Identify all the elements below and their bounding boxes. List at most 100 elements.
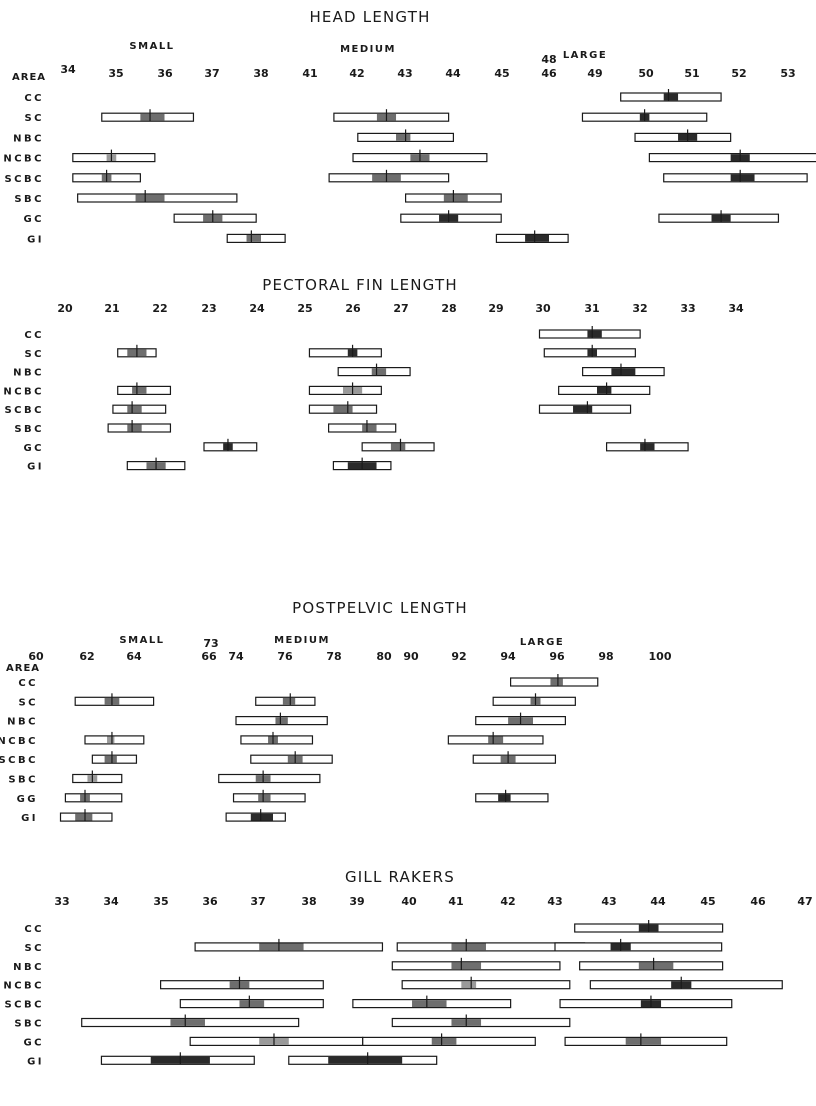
tick-label: 24 (249, 302, 265, 315)
area-label-gg: GG (17, 794, 38, 805)
tick-label: 44 (445, 67, 461, 80)
area-label-nbc: NBC (13, 962, 44, 973)
tick-label: 21 (104, 302, 119, 315)
se-block (443, 194, 468, 202)
area-label-gc: GC (23, 1037, 44, 1048)
tick-label: 78 (326, 650, 341, 663)
se-block (597, 387, 612, 394)
area-label-nbc: NBC (13, 368, 44, 379)
se-block (525, 235, 549, 242)
area-label-gi: GI (21, 813, 38, 824)
tick-label: 27 (393, 302, 408, 315)
area-label-sbc: SBC (14, 1019, 44, 1030)
tick-label: 51 (684, 67, 699, 80)
se-block (333, 405, 353, 413)
area-label-sc: SC (18, 697, 38, 708)
tick-label: 34 (728, 302, 744, 315)
tick-label: 42 (349, 67, 364, 80)
area-label-ncbc: NCBC (3, 154, 44, 165)
area-label-gc: GC (23, 214, 44, 225)
se-block (75, 813, 93, 821)
area-label-gc: GC (23, 443, 44, 454)
tick-label: 43 (547, 895, 562, 908)
tick-label: 30 (535, 302, 551, 315)
area-label-gi: GI (27, 1056, 44, 1067)
se-block (246, 235, 261, 242)
range-bar (64, 793, 123, 803)
se-block (275, 717, 288, 724)
tick-label: 33 (680, 302, 695, 315)
tick-label: 73 (203, 637, 218, 650)
area-label-sbc: SBC (14, 424, 44, 435)
se-block (362, 424, 377, 432)
area-label-cc: CC (24, 330, 44, 341)
tick-label: 38 (253, 67, 268, 80)
tick-label: 39 (349, 895, 364, 908)
range-bar (308, 348, 382, 358)
se-block (431, 1038, 457, 1045)
tick-label: 98 (598, 650, 613, 663)
range-bar (401, 980, 571, 990)
area-label-gi: GI (27, 462, 44, 473)
tick-label: 36 (157, 67, 173, 80)
range-bar (475, 793, 549, 803)
tick-label: 26 (345, 302, 361, 315)
tick-label: 29 (488, 302, 503, 315)
tick-label: 50 (638, 67, 654, 80)
area-label-ncbc: NCBC (3, 386, 44, 397)
group-label-large: LARGE (520, 637, 564, 648)
group-label-small: SMALL (129, 41, 174, 52)
area-label-gi: GI (27, 234, 44, 245)
tick-label: 60 (28, 650, 44, 663)
tick-label: 47 (797, 895, 812, 908)
se-block (550, 678, 563, 686)
se-block (451, 943, 486, 951)
tick-label: 49 (587, 67, 602, 80)
tick-label: 41 (448, 895, 463, 908)
tick-label: 74 (228, 650, 244, 663)
area-label-cc: CC (24, 93, 44, 104)
se-block (488, 736, 504, 744)
panel-postpelvic-length: POSTPELVIC LENGTH SMALL MEDIUM LARGE ARE… (0, 599, 672, 824)
se-block (258, 794, 271, 802)
tick-label: 33 (54, 895, 69, 908)
tick-label: 23 (201, 302, 216, 315)
tick-label: 42 (500, 895, 515, 908)
group-label-medium: MEDIUM (274, 635, 330, 646)
tick-label: 35 (153, 895, 168, 908)
panel-title: HEAD LENGTH (309, 8, 430, 26)
tick-label: 34 (103, 895, 119, 908)
se-block (135, 194, 165, 202)
se-block (663, 93, 679, 101)
se-block (390, 443, 406, 451)
tick-label: 37 (204, 67, 219, 80)
area-label-scbc: SCBC (4, 174, 44, 185)
se-block (140, 113, 165, 121)
tick-label: 62 (79, 650, 94, 663)
se-block (282, 697, 296, 705)
tick-label: 48 (541, 53, 556, 66)
area-label-scbc: SCBC (4, 1000, 44, 1011)
panel-title: PECTORAL FIN LENGTH (262, 276, 458, 294)
se-block (451, 962, 482, 970)
tick-label: 53 (780, 67, 795, 80)
group-label-large: LARGE (563, 50, 607, 61)
range-bars: CC SC NBC NCBC SCBC SBC GC GI (3, 326, 689, 473)
area-label-cc: CC (24, 924, 44, 935)
tick-label: 76 (277, 650, 293, 663)
area-label-nbc: NBC (13, 133, 44, 144)
range-bars: CC SC NBC NCBC SCBC SBC GC GI (3, 920, 783, 1067)
se-block (127, 424, 142, 432)
se-block (107, 736, 115, 744)
se-block (371, 368, 387, 375)
tick-label: 43 (397, 67, 412, 80)
area-label-ncbc: NCBC (0, 736, 38, 747)
tick-label: 90 (403, 650, 419, 663)
tick-label: 40 (401, 895, 417, 908)
area-label-nbc: NBC (7, 717, 38, 728)
tick-label: 43 (601, 895, 616, 908)
se-block (730, 174, 755, 182)
se-block (170, 1019, 205, 1026)
panel-pectoral-fin-length: PECTORAL FIN LENGTH 20 21 22 23 24 25 26… (3, 276, 744, 473)
